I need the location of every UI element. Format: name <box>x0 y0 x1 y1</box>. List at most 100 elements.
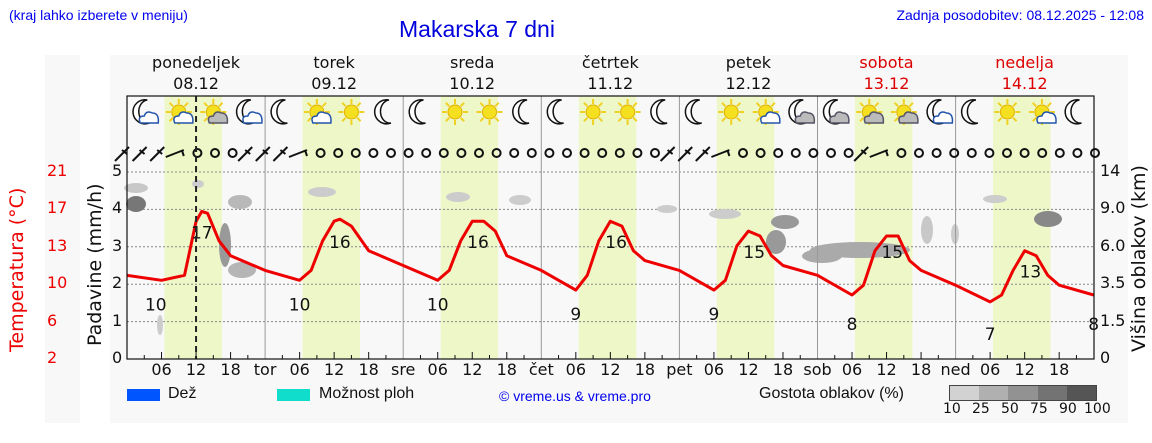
wind-calm-icon <box>315 148 326 158</box>
cloud-patch <box>921 216 933 244</box>
cloud-patches <box>124 180 1062 335</box>
wind-calm-icon <box>597 148 608 158</box>
day-header-6: nedelja 14.12 <box>956 52 1094 94</box>
sun-icon <box>718 99 745 125</box>
x-hour-label: 06 <box>842 360 862 379</box>
wind-calm-icon <box>1072 148 1083 158</box>
x-day-label: pet <box>666 360 692 379</box>
density-swatch <box>1037 386 1067 400</box>
day-name: četrtek <box>581 53 639 72</box>
cloud-patch <box>126 196 146 212</box>
wind-calm-icon <box>1054 148 1065 158</box>
wind-calm-icon <box>333 148 344 158</box>
wind-calm-icon <box>562 148 572 158</box>
x-day-label: tor <box>254 360 277 379</box>
cloud-patch <box>124 183 148 193</box>
sun-cloud-gray-icon <box>200 99 229 125</box>
day-name: nedelja <box>995 53 1054 72</box>
day-date: 11.12 <box>587 74 634 93</box>
temperature-line <box>126 209 1095 304</box>
day-header-3: četrtek 11.12 <box>541 52 679 94</box>
axis-tick-label: 2 <box>47 348 58 367</box>
wind-calm-icon <box>456 148 467 158</box>
temperature-value-label: 16 <box>329 233 351 253</box>
density-swatch <box>950 386 980 400</box>
cloud-patch <box>509 195 531 205</box>
wind-calm-icon <box>773 148 784 158</box>
cloud-patch <box>709 209 741 219</box>
wind-calm-icon <box>368 148 379 158</box>
day-name: petek <box>725 53 772 72</box>
page-title: Makarska 7 dni <box>399 16 555 42</box>
density-swatch <box>1066 386 1097 400</box>
x-hour-label: 18 <box>358 360 378 379</box>
wind-calm-icon <box>579 148 590 158</box>
moon-cloud-icon <box>132 99 160 125</box>
location-menu-hint[interactable]: (kraj lahko izberete v meniju) <box>9 7 188 23</box>
moon-icon <box>684 99 702 125</box>
cloud-patch <box>228 262 256 278</box>
day-date: 13.12 <box>863 74 910 93</box>
cloud-patch <box>657 205 677 213</box>
day-date: 08.12 <box>173 74 219 93</box>
day-date: 10.12 <box>449 74 496 93</box>
density-swatch <box>979 386 1009 400</box>
day-date: 14.12 <box>1001 74 1048 93</box>
wind-calm-icon <box>474 148 484 158</box>
density-tick-label: 100 <box>1084 401 1111 417</box>
x-hour-label: 06 <box>980 360 1000 379</box>
wind-barb-icon <box>695 146 711 162</box>
temperature-value-label: 8 <box>847 315 858 335</box>
density-swatch <box>1008 386 1038 400</box>
wind-calm-icon <box>755 148 766 158</box>
axis-tick-label: 17 <box>47 198 68 218</box>
x-hour-label: 06 <box>566 360 586 379</box>
wind-calm-icon <box>438 148 449 158</box>
temperature-value-label: 15 <box>881 243 903 263</box>
wind-calm-icon <box>421 148 432 158</box>
sun-icon <box>614 99 641 125</box>
wind-barb-icon <box>853 146 869 162</box>
day-header-1: torek 09.12 <box>265 52 403 94</box>
copyright-link[interactable]: © vreme.us & vreme.pro <box>499 388 651 404</box>
wind-calm-icon <box>227 148 238 158</box>
x-hour-label: 18 <box>497 360 517 379</box>
axis-tick-label: 4 <box>112 198 123 218</box>
density-tick-label: 90 <box>1059 401 1077 417</box>
day-date: 09.12 <box>311 74 357 93</box>
cloud-density-label: Gostota oblakov (%) <box>759 385 904 402</box>
temperature-value-label: 10 <box>289 295 311 315</box>
wind-calm-icon <box>386 148 396 158</box>
wind-calm-icon <box>192 148 203 158</box>
day-date: 12.12 <box>725 74 772 93</box>
axis-tick-label: 0 <box>1100 348 1111 367</box>
moon-cloud-icon <box>926 99 954 125</box>
temperature-value-label: 10 <box>145 295 167 315</box>
axis-tick-label: 1 <box>112 310 123 330</box>
axis-tick-label: 13 <box>47 235 68 255</box>
sun-cloud-gray-icon <box>856 99 885 125</box>
last-update: Zadnja posodobitev: 08.12.2025 - 12:08 <box>896 7 1144 23</box>
temperature-value-label: 9 <box>570 305 581 325</box>
legend-storm-swatch <box>277 389 310 401</box>
temp-axis-panel <box>45 55 80 423</box>
cloud-density-scale <box>949 385 1097 401</box>
day-name: ponedeljek <box>152 53 240 72</box>
wind-calm-icon <box>1019 148 1030 158</box>
x-hour-label: 18 <box>220 360 240 379</box>
wind-barb-icon <box>149 146 165 162</box>
cloud-patch <box>771 215 799 229</box>
axis-tick-label: 9.0 <box>1100 198 1126 218</box>
day-header-0: ponedeljek 08.12 <box>127 52 265 94</box>
wind-symbols <box>114 146 1100 162</box>
axis-tick-label: 10 <box>47 273 68 293</box>
density-tick-label: 75 <box>1030 401 1048 417</box>
axis-tick-label: 6 <box>47 310 58 330</box>
sun-cloud-icon <box>303 99 332 125</box>
moon-cloud-icon <box>235 99 263 125</box>
wind-calm-icon <box>544 148 555 158</box>
x-hour-label: 06 <box>151 360 171 379</box>
wind-calm-icon <box>966 148 977 158</box>
sun-cloud-icon <box>165 99 194 125</box>
